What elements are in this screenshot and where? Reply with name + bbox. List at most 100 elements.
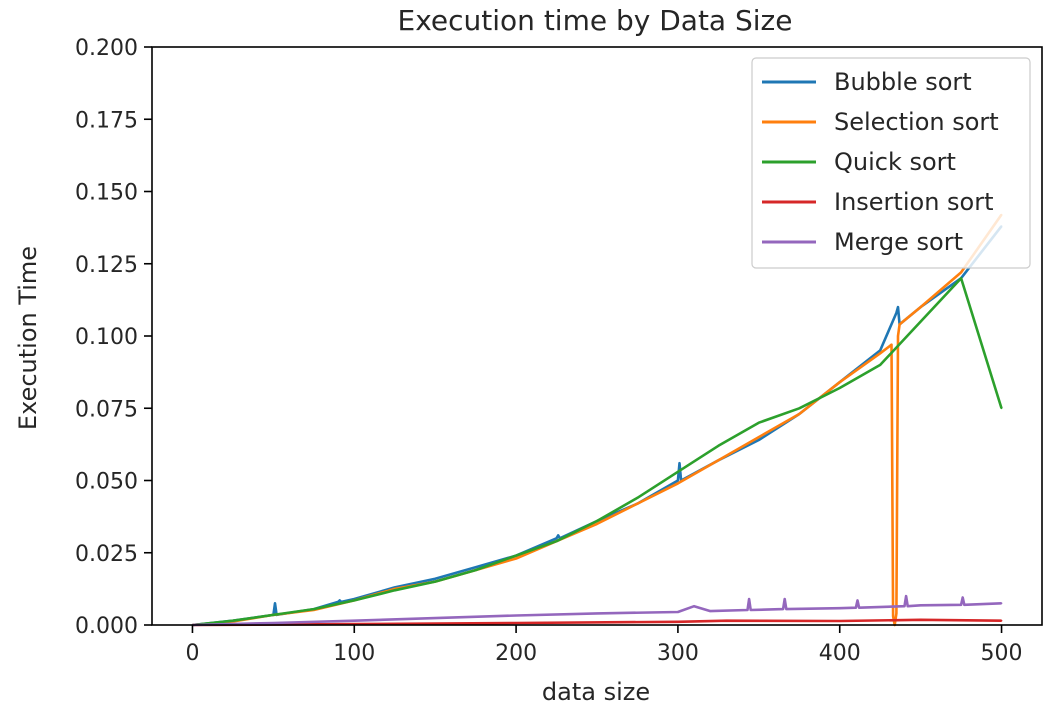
- y-axis-label: Execution Time: [14, 246, 42, 430]
- data-point-2-1: [232, 619, 234, 622]
- data-point-0-23: [757, 439, 760, 441]
- data-point-0-14: [555, 537, 558, 540]
- data-point-4-10: [748, 598, 750, 600]
- data-point-0-11: [434, 577, 437, 580]
- data-point-1-14: [757, 436, 760, 438]
- data-point-2-17: [879, 364, 882, 366]
- y-tick-label: 0.025: [75, 542, 138, 567]
- data-point-2-11: [636, 496, 639, 499]
- x-tick-label: 200: [495, 641, 537, 666]
- data-point-2-8: [515, 554, 517, 557]
- data-point-4-2: [353, 619, 356, 622]
- data-point-1-8: [515, 557, 517, 560]
- y-tick-label: 0.200: [75, 36, 138, 61]
- data-point-4-17: [856, 599, 859, 602]
- data-point-2-18: [919, 320, 922, 323]
- data-point-2-9: [555, 540, 558, 543]
- data-point-0-3: [274, 602, 276, 605]
- data-point-0-12: [474, 566, 477, 569]
- data-point-2-14: [757, 421, 760, 424]
- data-point-1-25: [960, 271, 962, 274]
- data-point-4-4: [515, 614, 517, 617]
- x-axis-label: data size: [542, 678, 650, 706]
- data-point-1-11: [636, 502, 639, 505]
- chart-title: Execution time by Data Size: [398, 4, 793, 37]
- data-point-2-7: [474, 569, 477, 571]
- data-point-4-1: [272, 622, 275, 624]
- series-line-1: [192, 213, 1003, 627]
- data-point-4-12: [782, 608, 784, 610]
- data-point-2-3: [312, 608, 315, 610]
- y-tick-label: 0.100: [75, 325, 138, 350]
- series-line-3: [192, 618, 1002, 627]
- data-point-1-23: [898, 323, 901, 326]
- data-point-4-22: [919, 604, 922, 607]
- data-point-0-7: [338, 599, 341, 602]
- x-tick-label: 100: [333, 641, 375, 666]
- data-point-1-18: [890, 343, 893, 346]
- series-line-0: [192, 225, 1003, 627]
- legend-label: Merge sort: [834, 228, 963, 256]
- data-point-4-20: [905, 595, 907, 597]
- data-point-4-18: [858, 606, 860, 609]
- x-tick-label: 0: [185, 641, 199, 666]
- data-point-1-24: [919, 306, 922, 308]
- data-point-4-14: [785, 608, 788, 610]
- axes-layer: 0 100 200 300 400 500 0.000 0.025 0.050 0.075 0.10…: [75, 36, 1043, 666]
- data-point-4-15: [838, 607, 841, 610]
- y-tick-label: 0.000: [75, 614, 138, 639]
- series-line-2: [192, 276, 1003, 627]
- data-point-1-12: [677, 482, 679, 485]
- x-tick-label: 400: [819, 641, 861, 666]
- data-point-1-17: [879, 352, 882, 355]
- data-point-4-9: [746, 609, 749, 611]
- data-point-4-7: [693, 605, 695, 608]
- data-point-4-19: [903, 605, 906, 608]
- data-point-4-21: [906, 605, 909, 608]
- legend-label: Selection sort: [834, 108, 999, 136]
- data-point-1-22: [897, 335, 899, 337]
- legend-box: [751, 57, 1031, 269]
- y-tick-label: 0.075: [75, 397, 138, 422]
- data-point-4-6: [677, 611, 679, 613]
- legend-label: Quick sort: [834, 148, 956, 176]
- data-point-3-2: [515, 622, 517, 624]
- data-point-1-19: [892, 615, 894, 618]
- data-point-2-5: [393, 589, 396, 592]
- data-point-3-7: [1000, 619, 1003, 622]
- data-point-4-13: [783, 598, 786, 600]
- data-point-1-21: [895, 612, 898, 615]
- data-point-4-16: [855, 606, 857, 609]
- x-tick-label: 500: [981, 641, 1023, 666]
- y-tick-label: 0.125: [75, 253, 138, 278]
- data-point-4-8: [709, 610, 712, 612]
- data-point-4-11: [749, 609, 752, 611]
- y-tick-label: 0.175: [75, 108, 138, 133]
- data-point-3-3: [677, 620, 679, 623]
- data-point-2-20: [1000, 407, 1003, 410]
- legend-label: Bubble sort: [834, 68, 972, 96]
- data-point-2-16: [838, 387, 841, 389]
- data-point-0-26: [879, 349, 882, 352]
- data-point-2-19: [960, 277, 962, 280]
- data-point-4-23: [960, 603, 962, 606]
- y-tick-label: 0.150: [75, 181, 138, 206]
- legend: Bubble sort Selection sort Quick sort Inser…: [751, 57, 1031, 269]
- data-point-2-6: [434, 580, 437, 583]
- data-point-2-2: [272, 614, 275, 616]
- data-point-0-19: [677, 479, 679, 482]
- y-tick-label: 0.050: [75, 470, 138, 495]
- series-layer: [191, 213, 1003, 627]
- data-point-0-6: [337, 601, 339, 603]
- data-point-0-28: [897, 306, 899, 308]
- data-point-2-13: [717, 444, 720, 447]
- data-point-3-5: [838, 620, 841, 622]
- data-point-3-4: [725, 619, 728, 622]
- data-point-3-6: [919, 618, 922, 621]
- data-point-4-26: [1000, 602, 1003, 605]
- x-tick-label: 300: [657, 641, 699, 666]
- data-point-0-15: [557, 534, 560, 537]
- data-point-2-12: [677, 470, 679, 473]
- data-point-2-15: [798, 407, 801, 410]
